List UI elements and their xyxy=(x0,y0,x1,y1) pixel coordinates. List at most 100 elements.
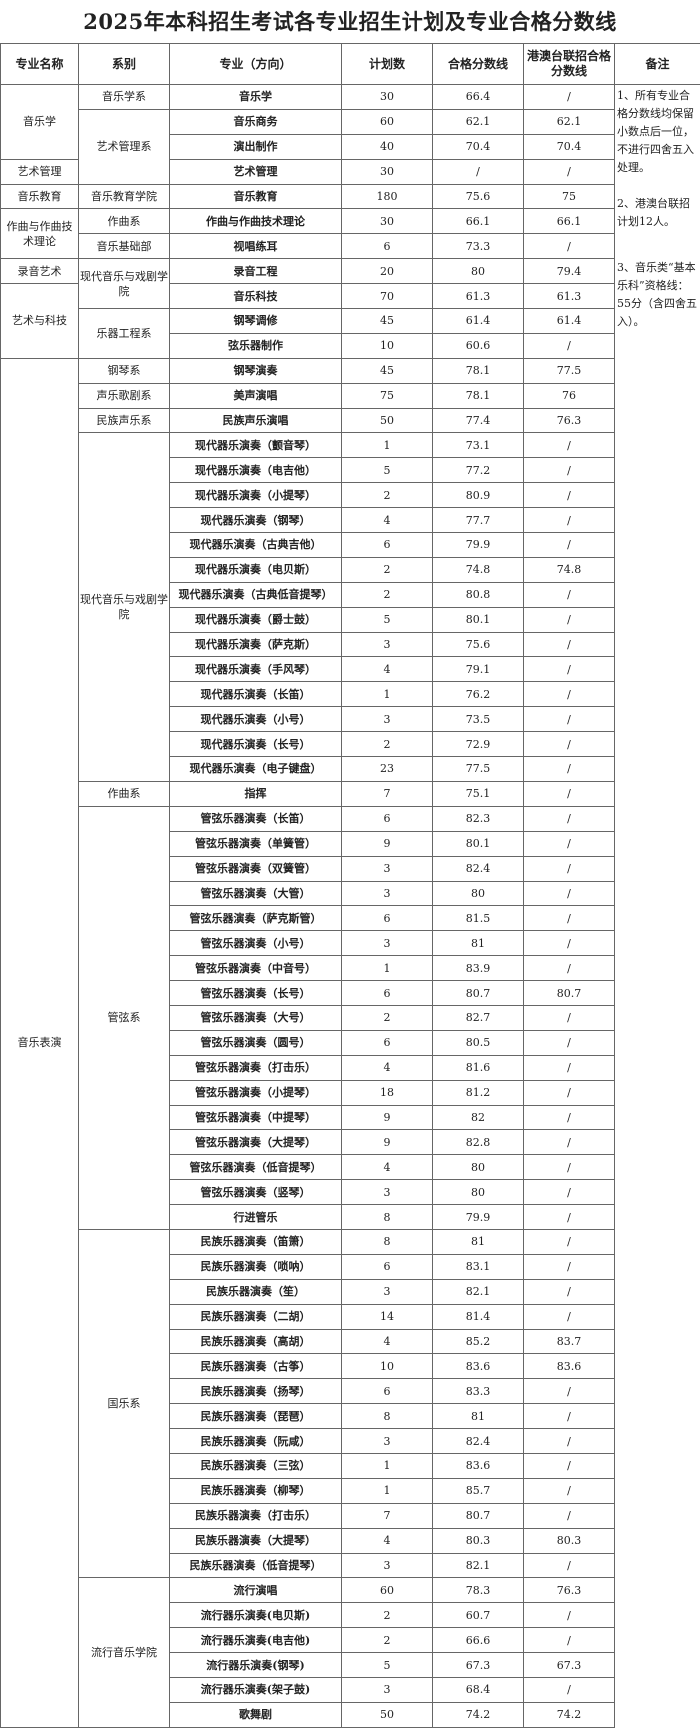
plan-count-cell: 1 xyxy=(342,1453,433,1478)
score-cell: 73.5 xyxy=(433,707,524,732)
direction-cell: 现代器乐演奏（小提琴） xyxy=(170,483,342,508)
score-cell: 80.3 xyxy=(433,1528,524,1553)
direction-cell: 现代器乐演奏（电吉他） xyxy=(170,458,342,483)
score-cell: 81.6 xyxy=(433,1055,524,1080)
score-cell: 70.4 xyxy=(433,134,524,159)
department-cell: 乐器工程系 xyxy=(79,309,170,359)
department-cell: 作曲系 xyxy=(79,209,170,234)
score-cell: 66.1 xyxy=(433,209,524,234)
remark-item: 2、港澳台联招计划12人。 xyxy=(617,195,699,231)
header-major: 专业名称 xyxy=(1,44,79,85)
direction-cell: 现代器乐演奏（手风琴） xyxy=(170,657,342,682)
direction-cell: 现代器乐演奏（长笛） xyxy=(170,682,342,707)
direction-cell: 流行演唱 xyxy=(170,1578,342,1603)
direction-cell: 管弦乐器演奏（单簧管） xyxy=(170,831,342,856)
score-cell: 74.2 xyxy=(433,1702,524,1727)
plan-count-cell: 1 xyxy=(342,433,433,458)
plan-count-cell: 5 xyxy=(342,607,433,632)
direction-cell: 民族乐器演奏（琵琶） xyxy=(170,1404,342,1429)
plan-count-cell: 6 xyxy=(342,1254,433,1279)
direction-cell: 现代器乐演奏（电子键盘） xyxy=(170,757,342,782)
direction-cell: 管弦乐器演奏（中提琴） xyxy=(170,1105,342,1130)
plan-count-cell: 50 xyxy=(342,1702,433,1727)
table-header-row: 专业名称 系别 专业（方向） 计划数 合格分数线 港澳台联招合格分数线 备注 xyxy=(1,44,700,85)
direction-cell: 管弦乐器演奏（萨克斯管） xyxy=(170,906,342,931)
hmt-score-cell: / xyxy=(524,234,615,259)
hmt-score-cell: / xyxy=(524,831,615,856)
direction-cell: 演出制作 xyxy=(170,134,342,159)
major-name-cell: 音乐学 xyxy=(1,85,79,160)
header-remarks: 备注 xyxy=(615,44,700,85)
direction-cell: 民族乐器演奏（阮咸） xyxy=(170,1429,342,1454)
hmt-score-cell: / xyxy=(524,1205,615,1230)
plan-count-cell: 3 xyxy=(342,1678,433,1703)
plan-count-cell: 7 xyxy=(342,781,433,806)
hmt-score-cell: / xyxy=(524,657,615,682)
plan-count-cell: 10 xyxy=(342,1354,433,1379)
hmt-score-cell: / xyxy=(524,1404,615,1429)
hmt-score-cell: 76.3 xyxy=(524,1578,615,1603)
header-department: 系别 xyxy=(79,44,170,85)
plan-count-cell: 6 xyxy=(342,906,433,931)
direction-cell: 民族乐器演奏（二胡） xyxy=(170,1304,342,1329)
plan-count-cell: 2 xyxy=(342,732,433,757)
plan-count-cell: 75 xyxy=(342,383,433,408)
score-cell: 78.3 xyxy=(433,1578,524,1603)
department-cell: 音乐教育学院 xyxy=(79,184,170,209)
score-cell: 60.7 xyxy=(433,1603,524,1628)
score-cell: 77.4 xyxy=(433,408,524,433)
department-cell: 音乐基础部 xyxy=(79,234,170,259)
direction-cell: 指挥 xyxy=(170,781,342,806)
plan-count-cell: 70 xyxy=(342,284,433,309)
score-cell: 60.6 xyxy=(433,333,524,358)
hmt-score-cell: 76.3 xyxy=(524,408,615,433)
plan-count-cell: 4 xyxy=(342,508,433,533)
score-cell: 66.6 xyxy=(433,1628,524,1653)
hmt-score-cell: / xyxy=(524,1080,615,1105)
direction-cell: 现代器乐演奏（电贝斯） xyxy=(170,557,342,582)
score-cell: 82.7 xyxy=(433,1005,524,1030)
plan-count-cell: 5 xyxy=(342,1653,433,1678)
direction-cell: 管弦乐器演奏（大提琴） xyxy=(170,1130,342,1155)
department-cell: 流行音乐学院 xyxy=(79,1578,170,1727)
score-cell: 81.4 xyxy=(433,1304,524,1329)
department-cell: 钢琴系 xyxy=(79,358,170,383)
direction-cell: 管弦乐器演奏（长笛） xyxy=(170,806,342,831)
plan-count-cell: 4 xyxy=(342,1055,433,1080)
score-cell: 80.9 xyxy=(433,483,524,508)
score-cell: 77.2 xyxy=(433,458,524,483)
plan-count-cell: 3 xyxy=(342,1553,433,1578)
department-cell: 艺术管理系 xyxy=(79,109,170,184)
plan-count-cell: 45 xyxy=(342,358,433,383)
major-name-cell: 艺术管理 xyxy=(1,159,79,184)
major-name-cell: 作曲与作曲技术理论 xyxy=(1,209,79,259)
hmt-score-cell: / xyxy=(524,1130,615,1155)
plan-count-cell: 40 xyxy=(342,134,433,159)
department-cell: 音乐学系 xyxy=(79,85,170,110)
plan-count-cell: 180 xyxy=(342,184,433,209)
hmt-score-cell: / xyxy=(524,333,615,358)
direction-cell: 民族乐器演奏（高胡） xyxy=(170,1329,342,1354)
direction-cell: 视唱练耳 xyxy=(170,234,342,259)
hmt-score-cell: / xyxy=(524,707,615,732)
score-cell: 78.1 xyxy=(433,358,524,383)
score-cell: 85.2 xyxy=(433,1329,524,1354)
score-cell: 82.4 xyxy=(433,1429,524,1454)
remark-item: 1、所有专业合格分数线均保留小数点后一位，不进行四舍五入处理。 xyxy=(617,87,699,177)
score-cell: 62.1 xyxy=(433,109,524,134)
plan-count-cell: 8 xyxy=(342,1229,433,1254)
plan-count-cell: 3 xyxy=(342,707,433,732)
plan-count-cell: 6 xyxy=(342,1379,433,1404)
hmt-score-cell: 83.6 xyxy=(524,1354,615,1379)
major-name-cell: 音乐教育 xyxy=(1,184,79,209)
direction-cell: 流行器乐演奏(电贝斯) xyxy=(170,1603,342,1628)
direction-cell: 民族乐器演奏（古筝） xyxy=(170,1354,342,1379)
direction-cell: 音乐科技 xyxy=(170,284,342,309)
